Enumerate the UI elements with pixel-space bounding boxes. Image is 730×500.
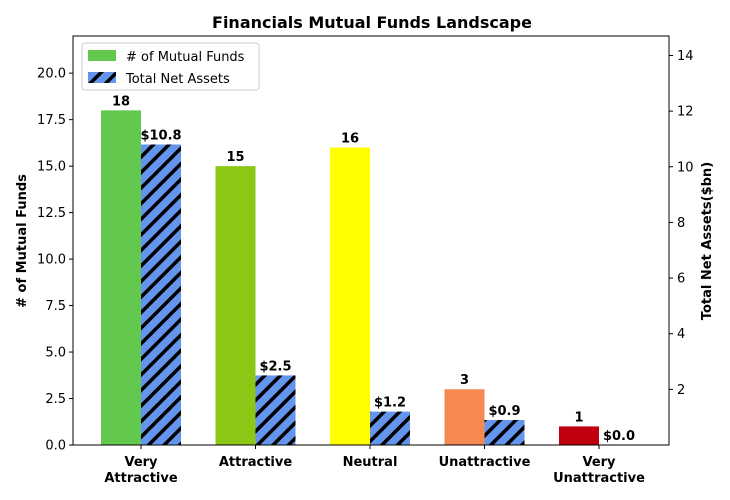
legend-swatch-assets	[88, 72, 116, 83]
legend-box	[81, 42, 260, 91]
x-tick-label: Very Attractive	[104, 455, 178, 486]
bar-assets	[484, 419, 525, 445]
bar-funds	[559, 426, 599, 445]
data-label-funds: 1	[574, 410, 583, 425]
left-tick-label: 12.5	[37, 206, 66, 221]
data-label-assets: $0.9	[488, 404, 520, 419]
right-tick-label: 2	[677, 383, 685, 398]
legend-label-assets: Total Net Assets	[125, 72, 230, 87]
right-axis-label: Total Net Assets($bn)	[700, 162, 715, 320]
right-tick-label: 4	[677, 327, 685, 342]
bar-funds	[215, 166, 256, 446]
chart-title: Financials Mutual Funds Landscape	[212, 13, 532, 32]
data-label-funds: 18	[112, 94, 130, 109]
right-tick-label: 10	[677, 160, 694, 175]
left-axis-label: # of Mutual Funds	[15, 174, 30, 308]
left-tick-label: 5.0	[45, 346, 66, 361]
x-tick-label: Unattractive	[439, 455, 531, 470]
x-tick-label: Very Unattractive	[553, 455, 645, 486]
bar-assets	[255, 375, 296, 445]
left-tick-label: 20.0	[37, 67, 66, 82]
data-label-assets: $2.5	[259, 359, 291, 374]
bar-funds	[101, 110, 141, 445]
right-tick-label: 8	[677, 216, 685, 231]
right-tick-label: 6	[677, 272, 685, 287]
legend-swatch-funds	[88, 50, 116, 61]
x-tick-label: Neutral	[343, 455, 398, 470]
legend-label-funds: # of Mutual Funds	[126, 50, 245, 65]
data-label-funds: 15	[226, 150, 244, 165]
data-label-assets: $0.0	[603, 429, 635, 444]
left-tick-label: 0.0	[45, 439, 66, 454]
left-tick-label: 15.0	[37, 160, 66, 175]
bar-assets	[141, 144, 181, 446]
legend: # of Mutual Funds Total Net Assets	[81, 42, 260, 91]
bar-assets	[370, 411, 410, 445]
data-label-assets: $1.2	[374, 396, 406, 411]
left-tick-label: 17.5	[37, 113, 66, 128]
plot-frame	[72, 35, 670, 446]
data-label-funds: 16	[341, 132, 359, 147]
left-tick-label: 7.5	[45, 299, 66, 314]
left-tick-label: 2.5	[45, 392, 66, 407]
right-tick-label: 12	[677, 105, 694, 120]
bar-funds	[444, 389, 485, 445]
data-label-assets: $10.8	[140, 129, 181, 144]
left-tick-label: 10.0	[37, 253, 66, 268]
bar-funds	[330, 147, 370, 445]
right-tick-label: 14	[677, 49, 694, 64]
data-label-funds: 3	[460, 373, 469, 388]
x-tick-label: Attractive	[219, 455, 293, 470]
